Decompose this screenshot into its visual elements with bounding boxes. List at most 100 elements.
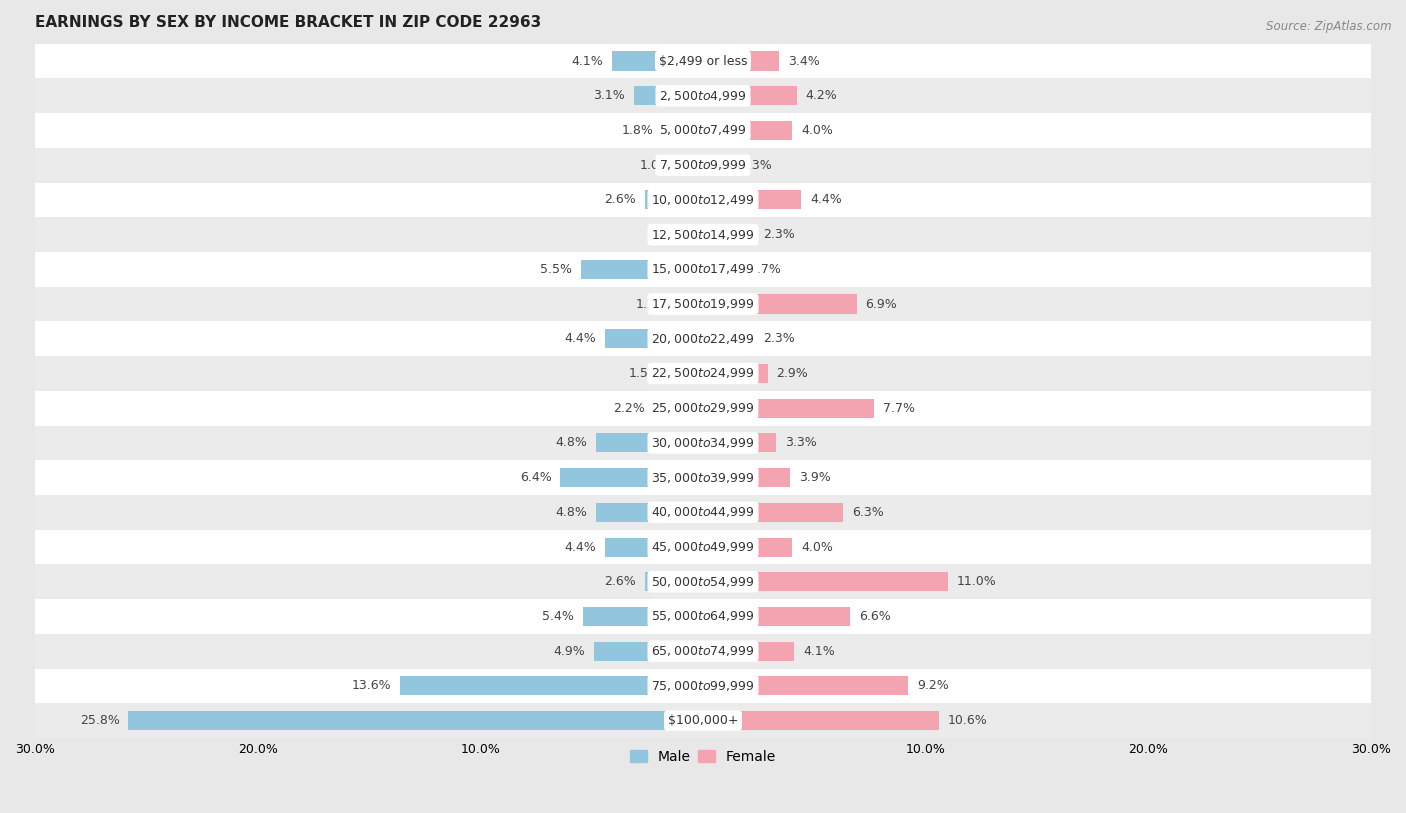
Text: $65,000 to $74,999: $65,000 to $74,999 [651,644,755,659]
Bar [676,294,703,314]
Text: 6.6%: 6.6% [859,610,890,623]
Text: 4.1%: 4.1% [571,54,603,67]
Text: 1.2%: 1.2% [636,298,668,311]
Text: $22,500 to $24,999: $22,500 to $24,999 [651,367,755,380]
Text: 4.1%: 4.1% [803,645,835,658]
Text: $100,000+: $100,000+ [668,714,738,727]
Text: $2,500 to $4,999: $2,500 to $4,999 [659,89,747,102]
Text: 1.5%: 1.5% [628,367,661,380]
Text: 1.3%: 1.3% [741,159,773,172]
Text: 3.9%: 3.9% [799,471,831,484]
Text: $2,499 or less: $2,499 or less [659,54,747,67]
Bar [634,86,703,106]
Text: 10.6%: 10.6% [948,714,987,727]
Bar [35,113,1371,148]
Bar [128,711,703,730]
Bar [645,572,703,591]
Text: 5.5%: 5.5% [540,263,572,276]
Bar [582,607,703,626]
Bar [703,537,792,557]
Text: Source: ZipAtlas.com: Source: ZipAtlas.com [1267,20,1392,33]
Bar [681,155,703,175]
Bar [703,572,948,591]
Text: 1.8%: 1.8% [621,124,654,137]
Bar [593,641,703,661]
Text: EARNINGS BY SEX BY INCOME BRACKET IN ZIP CODE 22963: EARNINGS BY SEX BY INCOME BRACKET IN ZIP… [35,15,541,30]
Text: 0.0%: 0.0% [662,228,695,241]
Text: $17,500 to $19,999: $17,500 to $19,999 [651,297,755,311]
Bar [703,86,797,106]
Text: 11.0%: 11.0% [957,576,997,589]
Bar [596,433,703,453]
Bar [35,530,1371,564]
Bar [703,260,741,279]
Text: 2.3%: 2.3% [763,228,794,241]
Bar [35,252,1371,287]
Text: 4.4%: 4.4% [564,333,596,346]
Text: $15,000 to $17,499: $15,000 to $17,499 [651,263,755,276]
Text: 9.2%: 9.2% [917,680,949,693]
Text: 5.4%: 5.4% [541,610,574,623]
Text: 2.9%: 2.9% [776,367,808,380]
Text: 1.7%: 1.7% [749,263,782,276]
Text: 6.3%: 6.3% [852,506,884,519]
Bar [35,460,1371,495]
Bar [669,364,703,383]
Text: 4.2%: 4.2% [806,89,837,102]
Text: 7.7%: 7.7% [883,402,915,415]
Bar [35,183,1371,217]
Bar [561,468,703,487]
Text: 3.4%: 3.4% [787,54,820,67]
Bar [703,294,856,314]
Bar [35,599,1371,634]
Text: $75,000 to $99,999: $75,000 to $99,999 [651,679,755,693]
Text: 2.6%: 2.6% [605,576,636,589]
Text: $50,000 to $54,999: $50,000 to $54,999 [651,575,755,589]
Text: $45,000 to $49,999: $45,000 to $49,999 [651,540,755,554]
Text: $55,000 to $64,999: $55,000 to $64,999 [651,610,755,624]
Bar [612,51,703,71]
Bar [703,155,733,175]
Bar [581,260,703,279]
Bar [703,51,779,71]
Text: $10,000 to $12,499: $10,000 to $12,499 [651,193,755,207]
Text: $25,000 to $29,999: $25,000 to $29,999 [651,401,755,415]
Bar [35,425,1371,460]
Text: 4.8%: 4.8% [555,437,588,450]
Bar [35,634,1371,668]
Text: 2.3%: 2.3% [763,333,794,346]
Bar [703,433,776,453]
Text: 4.0%: 4.0% [801,124,832,137]
Text: 4.4%: 4.4% [810,193,842,207]
Text: $12,500 to $14,999: $12,500 to $14,999 [651,228,755,241]
Text: $7,500 to $9,999: $7,500 to $9,999 [659,159,747,172]
Bar [703,641,794,661]
Text: 1.0%: 1.0% [640,159,672,172]
Bar [703,364,768,383]
Text: $40,000 to $44,999: $40,000 to $44,999 [651,506,755,520]
Bar [35,668,1371,703]
Bar [35,217,1371,252]
Bar [703,607,851,626]
Text: $30,000 to $34,999: $30,000 to $34,999 [651,436,755,450]
Text: 6.4%: 6.4% [520,471,551,484]
Text: 3.3%: 3.3% [786,437,817,450]
Text: 4.0%: 4.0% [801,541,832,554]
Bar [35,391,1371,425]
Bar [35,495,1371,530]
Bar [35,148,1371,183]
Text: 4.9%: 4.9% [553,645,585,658]
Bar [35,356,1371,391]
Bar [703,711,939,730]
Bar [605,537,703,557]
Text: 2.6%: 2.6% [605,193,636,207]
Bar [35,703,1371,738]
Text: 25.8%: 25.8% [80,714,120,727]
Bar [703,329,754,348]
Bar [703,398,875,418]
Bar [703,121,792,140]
Bar [605,329,703,348]
Legend: Male, Female: Male, Female [624,744,782,769]
Text: 4.4%: 4.4% [564,541,596,554]
Text: 6.9%: 6.9% [866,298,897,311]
